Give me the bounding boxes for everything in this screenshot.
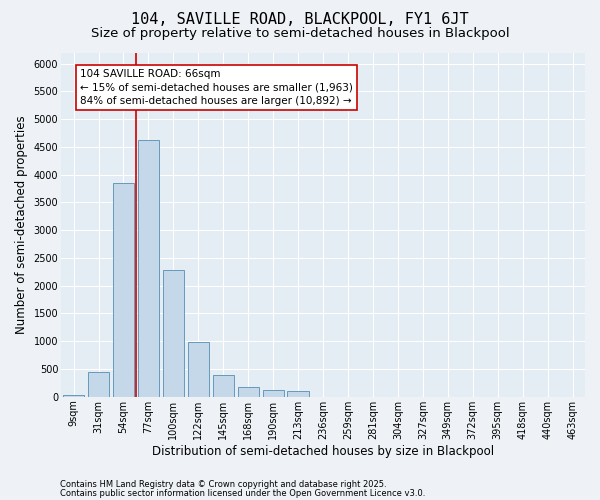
Bar	[238, 387, 259, 397]
Bar	[188, 342, 209, 397]
Bar	[287, 390, 308, 397]
Bar	[88, 372, 109, 397]
Text: Contains HM Land Registry data © Crown copyright and database right 2025.: Contains HM Land Registry data © Crown c…	[60, 480, 386, 489]
Text: 104, SAVILLE ROAD, BLACKPOOL, FY1 6JT: 104, SAVILLE ROAD, BLACKPOOL, FY1 6JT	[131, 12, 469, 28]
Text: Contains public sector information licensed under the Open Government Licence v3: Contains public sector information licen…	[60, 488, 425, 498]
Text: 104 SAVILLE ROAD: 66sqm
← 15% of semi-detached houses are smaller (1,963)
84% of: 104 SAVILLE ROAD: 66sqm ← 15% of semi-de…	[80, 69, 353, 106]
Bar	[212, 374, 234, 397]
Bar	[263, 390, 284, 397]
Bar	[163, 270, 184, 397]
Text: Size of property relative to semi-detached houses in Blackpool: Size of property relative to semi-detach…	[91, 28, 509, 40]
Y-axis label: Number of semi-detached properties: Number of semi-detached properties	[15, 116, 28, 334]
Bar	[113, 183, 134, 397]
X-axis label: Distribution of semi-detached houses by size in Blackpool: Distribution of semi-detached houses by …	[152, 444, 494, 458]
Bar	[63, 395, 84, 397]
Bar	[138, 140, 159, 397]
